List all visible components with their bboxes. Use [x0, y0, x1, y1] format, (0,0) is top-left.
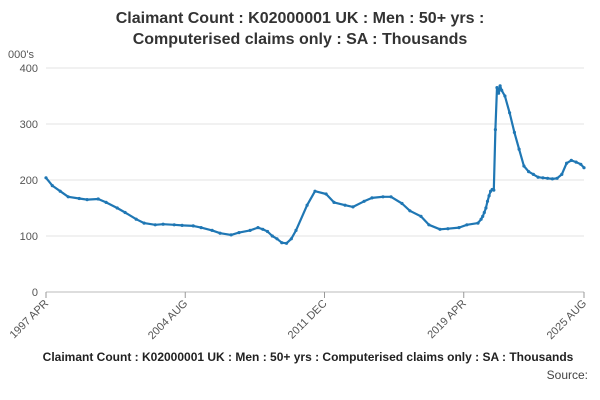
- data-point: [313, 189, 317, 193]
- data-point: [261, 227, 265, 231]
- data-point: [579, 162, 583, 166]
- data-point: [512, 130, 517, 134]
- data-point: [248, 228, 252, 232]
- data-point: [351, 205, 355, 209]
- data-point: [381, 195, 385, 199]
- data-point: [427, 223, 431, 227]
- x-tick-label: 2025 AUG: [545, 298, 589, 342]
- data-point: [508, 111, 512, 115]
- data-point: [487, 194, 491, 198]
- data-point: [270, 234, 274, 238]
- x-tick-label: 2004 AUG: [146, 298, 190, 342]
- data-point: [153, 223, 157, 227]
- data-point: [332, 200, 336, 204]
- data-point: [546, 176, 550, 180]
- data-point: [500, 88, 504, 92]
- data-point: [284, 241, 289, 245]
- data-point: [172, 223, 176, 227]
- data-point: [210, 228, 214, 232]
- data-point: [77, 196, 81, 201]
- data-point: [362, 199, 366, 203]
- data-point: [492, 188, 496, 192]
- data-point: [497, 91, 501, 95]
- chart-title: Claimant Count : K02000001 UK : Men : 50…: [0, 8, 600, 50]
- data-point: [482, 210, 486, 215]
- data-point: [419, 214, 423, 218]
- data-point: [495, 86, 499, 90]
- series-line-0: [45, 84, 585, 245]
- x-tick-label: 2011 DEC: [286, 298, 330, 342]
- data-point: [237, 231, 241, 235]
- data-point: [565, 161, 569, 165]
- data-point: [265, 229, 270, 234]
- data-point: [289, 237, 293, 241]
- data-point: [446, 227, 450, 231]
- data-point: [50, 184, 54, 188]
- data-point: [531, 172, 536, 176]
- data-point: [438, 227, 442, 231]
- data-point: [527, 170, 531, 174]
- data-point: [408, 209, 412, 213]
- data-point: [191, 224, 195, 228]
- data-point: [66, 195, 70, 199]
- data-point: [503, 94, 507, 98]
- data-point: [479, 217, 483, 221]
- data-point: [517, 147, 521, 151]
- data-point: [324, 192, 328, 196]
- data-point: [476, 221, 480, 225]
- data-point: [536, 175, 540, 179]
- data-point: [58, 189, 62, 193]
- x-tick-label: 1997 APR: [8, 298, 52, 342]
- data-point: [96, 197, 100, 201]
- data-point: [161, 222, 165, 226]
- data-point: [256, 226, 260, 230]
- data-point: [389, 195, 393, 199]
- y-tick-label: 300: [20, 119, 38, 131]
- chart-title-line-2: Computerised claims only : SA : Thousand…: [132, 31, 468, 48]
- data-point: [180, 223, 184, 227]
- data-point: [199, 226, 203, 230]
- data-point: [550, 177, 555, 181]
- footer-source: Source:: [546, 368, 588, 382]
- chart-title-line-1: Claimant Count : K02000001 UK : Men : 50…: [115, 10, 485, 27]
- data-point: [370, 196, 374, 200]
- data-point: [44, 176, 48, 180]
- data-point: [457, 226, 461, 230]
- data-point: [541, 176, 545, 180]
- data-point: [574, 160, 578, 164]
- data-point: [555, 176, 559, 180]
- y-tick-label: 100: [20, 231, 38, 243]
- data-point: [123, 210, 127, 215]
- footer-caption: Claimant Count : K02000001 UK : Men : 50…: [42, 350, 574, 364]
- data-point: [85, 198, 89, 202]
- data-point: [305, 203, 309, 207]
- data-point: [400, 201, 404, 206]
- data-point: [493, 128, 497, 132]
- data-point: [275, 237, 279, 241]
- data-point: [104, 200, 108, 204]
- data-point: [485, 199, 490, 203]
- data-point: [582, 166, 586, 170]
- data-point: [229, 233, 233, 237]
- data-point: [280, 241, 284, 245]
- y-axis-label: 000's: [8, 49, 34, 61]
- data-point: [498, 84, 502, 88]
- data-point: [560, 172, 564, 176]
- data-point: [522, 164, 526, 168]
- x-tick-label: 2019 APR: [425, 298, 469, 342]
- data-point: [142, 221, 146, 225]
- data-point: [218, 231, 222, 235]
- data-point: [481, 214, 485, 218]
- data-point: [115, 206, 119, 210]
- y-tick-label: 0: [32, 287, 38, 299]
- data-point: [465, 223, 469, 227]
- data-point: [484, 206, 488, 210]
- y-tick-label: 400: [20, 63, 38, 75]
- data-point: [294, 228, 298, 232]
- y-tick-label: 200: [20, 175, 38, 187]
- data-point: [134, 217, 138, 221]
- data-point: [343, 203, 347, 207]
- data-point: [569, 158, 573, 162]
